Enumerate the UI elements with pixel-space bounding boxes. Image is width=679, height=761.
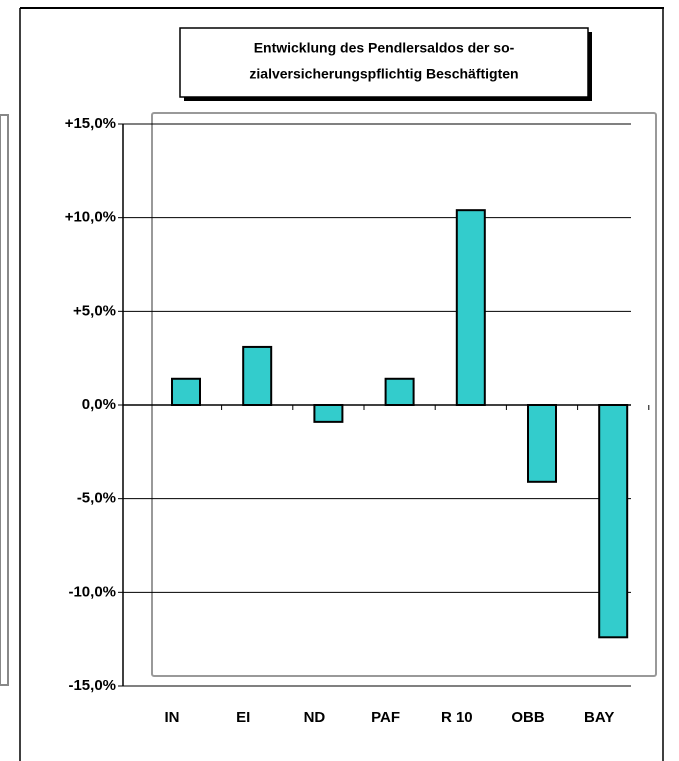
x-tick-label: R 10 bbox=[441, 709, 473, 726]
bar bbox=[455, 209, 486, 406]
x-tick-label: EI bbox=[236, 709, 250, 726]
plot-frame bbox=[151, 112, 657, 677]
side-panel bbox=[0, 114, 9, 686]
y-tick-label: -5,0% bbox=[77, 490, 116, 507]
y-tick-label: -15,0% bbox=[68, 677, 116, 694]
bar bbox=[598, 404, 629, 639]
chart-title: Entwicklung des Pendlersaldos der so- bbox=[254, 40, 515, 56]
chart-title: zialversicherungspflichtig Beschäftigten bbox=[249, 66, 518, 82]
title-box bbox=[179, 27, 589, 98]
x-tick-label: ND bbox=[304, 709, 326, 726]
bar bbox=[527, 404, 557, 483]
y-tick-label: -10,0% bbox=[68, 583, 116, 600]
y-tick-label: +10,0% bbox=[65, 209, 116, 226]
bar bbox=[313, 404, 344, 423]
x-tick-label: OBB bbox=[511, 709, 545, 726]
x-tick-label: PAF bbox=[371, 709, 400, 726]
y-tick-label: +5,0% bbox=[73, 302, 116, 319]
bar bbox=[384, 377, 415, 407]
y-tick-label: +15,0% bbox=[65, 115, 116, 132]
bar bbox=[242, 345, 273, 406]
bar bbox=[171, 377, 201, 407]
x-tick-label: BAY bbox=[584, 709, 614, 726]
x-tick-label: IN bbox=[165, 709, 180, 726]
y-tick-label: 0,0% bbox=[82, 396, 116, 413]
